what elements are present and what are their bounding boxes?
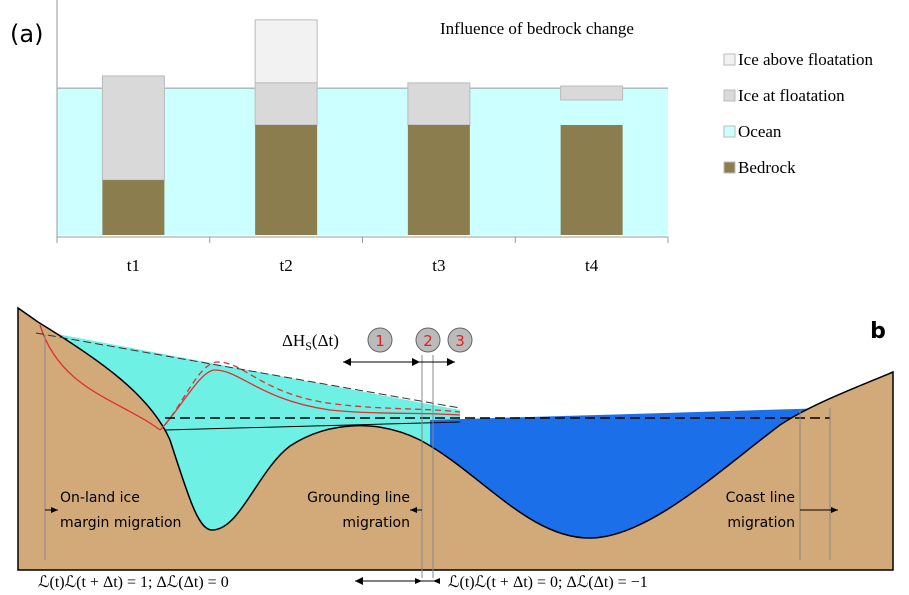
diagram-label: Coast line	[726, 490, 795, 506]
legend-label: Bedrock	[738, 158, 796, 177]
x-tick-label: t4	[585, 256, 599, 275]
step-number: 2	[423, 332, 433, 350]
diagram-label: margin migration	[60, 515, 181, 531]
legend-swatch	[724, 126, 735, 137]
bar-segment	[255, 83, 317, 125]
chart-title: Influence of bedrock change	[440, 19, 634, 38]
figure: (a) Influence of bedrock change t1 t2 t3 t4…	[0, 0, 909, 595]
legend-label: Ice above floatation	[738, 50, 873, 69]
formula: ℒ(t)ℒ(t + Δt) = 0; Δℒ(Δt) = −1	[448, 574, 648, 591]
diagram-label: On-land ice	[60, 490, 140, 506]
bar-segment	[255, 20, 317, 83]
delta-symbol: ΔH	[282, 331, 305, 350]
step-number: 1	[375, 332, 385, 350]
diagram-label: Grounding line	[307, 490, 410, 506]
delta-argument: (Δt)	[312, 331, 339, 350]
legend-swatch	[724, 162, 735, 173]
x-tick-label: t2	[280, 256, 293, 275]
diagram-label: migration	[342, 515, 410, 531]
bar-segment	[255, 125, 317, 235]
diagram-label: migration	[727, 515, 795, 531]
legend-label: Ice at floatation	[738, 86, 845, 105]
formula: ℒ(t)ℒ(t + Δt) = 1; Δℒ(Δt) = 0	[38, 574, 229, 591]
bar-segment	[102, 180, 164, 235]
legend-label: Ocean	[738, 122, 782, 141]
bar-segment	[561, 125, 623, 235]
plot: t1 t2 t3 t4 Ice above floatation Ice at float…	[57, 0, 873, 275]
bar-segment	[102, 76, 164, 180]
legend-swatch	[724, 54, 735, 65]
legend-swatch	[724, 90, 735, 101]
step-number: 3	[455, 332, 465, 350]
panel-label: b	[870, 319, 886, 344]
bar-segment	[561, 86, 623, 100]
panel-label: (a)	[10, 20, 43, 48]
bar-segment	[408, 125, 470, 235]
bar-segment	[408, 83, 470, 125]
delta-subscript: S	[305, 339, 312, 353]
diagram: 1 2 3 ΔHS(Δt) b On-land ice margin migra…	[18, 305, 893, 591]
x-tick-label: t1	[127, 256, 140, 275]
x-tick-label: t3	[432, 256, 445, 275]
